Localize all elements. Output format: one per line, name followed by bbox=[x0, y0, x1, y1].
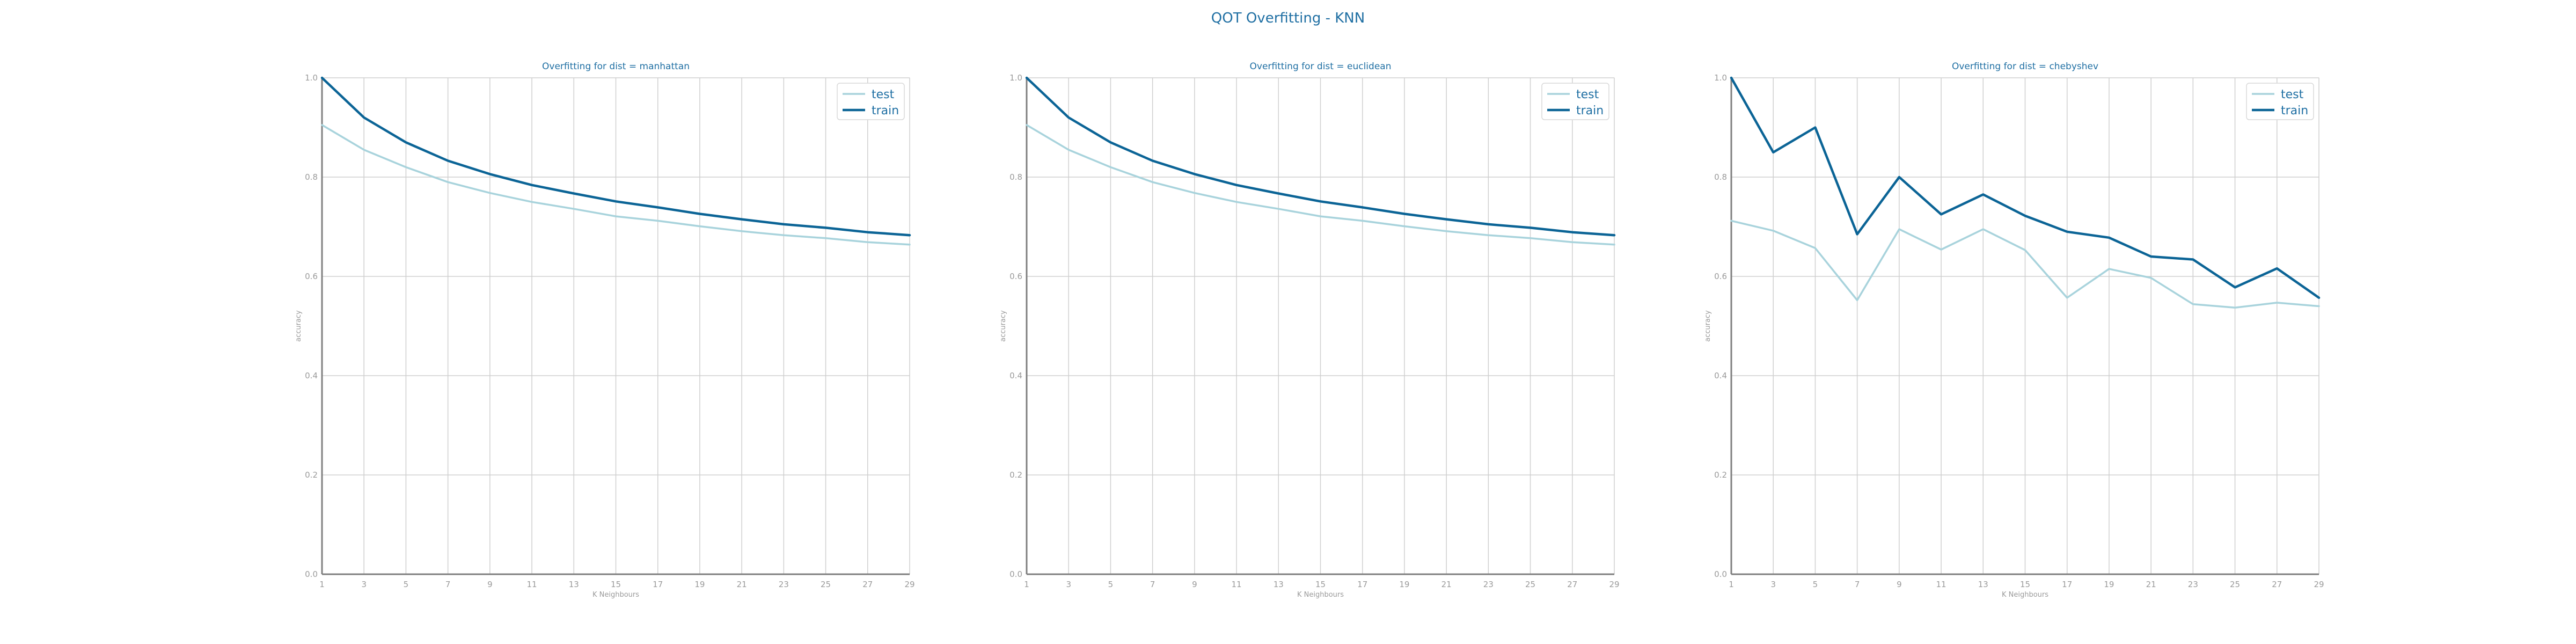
y-tick-label: 0.2 bbox=[1009, 470, 1022, 480]
x-tick-label: 5 bbox=[404, 580, 409, 589]
x-tick-label: 5 bbox=[1108, 580, 1114, 589]
x-tick-label: 27 bbox=[1567, 580, 1577, 589]
x-tick-label: 29 bbox=[1609, 580, 1619, 589]
x-tick-label: 25 bbox=[821, 580, 831, 589]
series-line-test bbox=[1730, 219, 2320, 309]
y-tick-label: 1.0 bbox=[305, 73, 318, 83]
y-tick-label: 0.6 bbox=[1009, 272, 1022, 281]
x-tick-label: 7 bbox=[1150, 580, 1155, 589]
y-tick-label: 0.6 bbox=[1714, 272, 1727, 281]
x-tick-label: 11 bbox=[527, 580, 537, 589]
y-tick-label: 0.4 bbox=[1714, 371, 1727, 380]
x-tick-label: 5 bbox=[1813, 580, 1818, 589]
x-tick-label: 27 bbox=[2272, 580, 2282, 589]
y-tick-label: 0.4 bbox=[1009, 371, 1022, 380]
subplot-title: Overfitting for dist = euclidean bbox=[1250, 61, 1392, 72]
x-tick-label: 9 bbox=[487, 580, 493, 589]
x-tick-label: 27 bbox=[862, 580, 873, 589]
y-tick-label: 0.2 bbox=[1714, 470, 1727, 480]
legend: test train bbox=[1541, 83, 1609, 120]
x-axis-label: K Neighbours bbox=[1297, 591, 1344, 599]
x-tick-label: 17 bbox=[653, 580, 663, 589]
series-line-test bbox=[321, 124, 911, 246]
subplot-2: 1 3 5 7 9 11 13 15 17 19 21 23 25 27 290.00.20.40.60.8… bbox=[999, 61, 1620, 599]
legend-label-test: test bbox=[872, 88, 895, 101]
y-axis-label: accuracy bbox=[999, 310, 1007, 342]
x-tick-label: 9 bbox=[1897, 580, 1902, 589]
y-tick-label: 0.8 bbox=[305, 172, 318, 182]
subplots: 1 3 5 7 9 11 13 15 17 19 21 23 25 27 290.00.20.40.60.8… bbox=[295, 61, 2324, 599]
y-tick-label: 0.2 bbox=[305, 470, 318, 480]
x-tick-label: 25 bbox=[1525, 580, 1535, 589]
x-tick-label: 7 bbox=[1855, 580, 1860, 589]
series-line-train bbox=[320, 76, 911, 237]
x-tick-label: 21 bbox=[737, 580, 747, 589]
x-tick-label: 7 bbox=[445, 580, 451, 589]
x-tick-label: 15 bbox=[1315, 580, 1326, 589]
y-axis-label: accuracy bbox=[1704, 310, 1712, 342]
y-tick-label: 0.0 bbox=[1009, 569, 1022, 579]
series-line-train bbox=[1730, 76, 2321, 299]
y-tick-label: 0.8 bbox=[1009, 172, 1022, 182]
x-tick-label: 13 bbox=[1274, 580, 1284, 589]
legend: test train bbox=[837, 83, 905, 120]
x-tick-label: 25 bbox=[2230, 580, 2240, 589]
x-tick-label: 23 bbox=[2188, 580, 2198, 589]
x-tick-label: 1 bbox=[1729, 580, 1734, 589]
subplot-title: Overfitting for dist = chebyshev bbox=[1952, 61, 2098, 72]
legend-label-test: test bbox=[1576, 88, 1599, 101]
y-tick-label: 0.8 bbox=[1714, 172, 1727, 182]
series-line-test bbox=[1026, 124, 1615, 246]
x-tick-label: 11 bbox=[1936, 580, 1946, 589]
y-tick-label: 0.0 bbox=[1714, 569, 1727, 579]
y-tick-label: 1.0 bbox=[1714, 73, 1727, 83]
x-tick-label: 21 bbox=[2146, 580, 2156, 589]
y-tick-label: 0.4 bbox=[305, 371, 318, 380]
x-tick-label: 13 bbox=[1978, 580, 1988, 589]
figure-title: QOT Overfitting - KNN bbox=[1211, 10, 1365, 26]
y-axis-label: accuracy bbox=[295, 310, 303, 342]
y-tick-label: 1.0 bbox=[1009, 73, 1022, 83]
x-tick-label: 23 bbox=[779, 580, 789, 589]
x-tick-label: 21 bbox=[1441, 580, 1452, 589]
x-tick-label: 15 bbox=[2020, 580, 2030, 589]
subplot-3: 1 3 5 7 9 11 13 15 17 19 21 23 25 27 290.00.20.40.60.8… bbox=[1704, 61, 2324, 599]
series-line-train bbox=[1025, 76, 1616, 237]
x-tick-label: 19 bbox=[1399, 580, 1409, 589]
legend: test train bbox=[2246, 83, 2314, 120]
x-tick-label: 29 bbox=[904, 580, 914, 589]
x-tick-label: 13 bbox=[569, 580, 579, 589]
x-tick-label: 23 bbox=[1483, 580, 1494, 589]
subplot-title: Overfitting for dist = manhattan bbox=[542, 61, 690, 72]
legend-label-train: train bbox=[2281, 104, 2308, 118]
legend-label-test: test bbox=[2281, 88, 2304, 101]
x-tick-label: 17 bbox=[1357, 580, 1367, 589]
x-tick-label: 1 bbox=[319, 580, 325, 589]
x-tick-label: 19 bbox=[2104, 580, 2114, 589]
x-tick-label: 9 bbox=[1192, 580, 1197, 589]
x-tick-label: 3 bbox=[1770, 580, 1776, 589]
subplot-1: 1 3 5 7 9 11 13 15 17 19 21 23 25 27 290.00.20.40.60.8… bbox=[295, 61, 915, 599]
x-tick-label: 19 bbox=[694, 580, 705, 589]
x-tick-label: 17 bbox=[2062, 580, 2072, 589]
x-axis-label: K Neighbours bbox=[592, 591, 639, 599]
legend-label-train: train bbox=[872, 104, 899, 118]
x-axis-label: K Neighbours bbox=[2002, 591, 2048, 599]
x-tick-label: 29 bbox=[2314, 580, 2324, 589]
x-tick-label: 15 bbox=[611, 580, 621, 589]
x-tick-label: 3 bbox=[1066, 580, 1071, 589]
y-tick-label: 0.0 bbox=[305, 569, 318, 579]
y-tick-label: 0.6 bbox=[305, 272, 318, 281]
x-tick-label: 11 bbox=[1232, 580, 1242, 589]
x-tick-label: 3 bbox=[361, 580, 367, 589]
x-tick-label: 1 bbox=[1024, 580, 1029, 589]
legend-label-train: train bbox=[1576, 104, 1604, 118]
